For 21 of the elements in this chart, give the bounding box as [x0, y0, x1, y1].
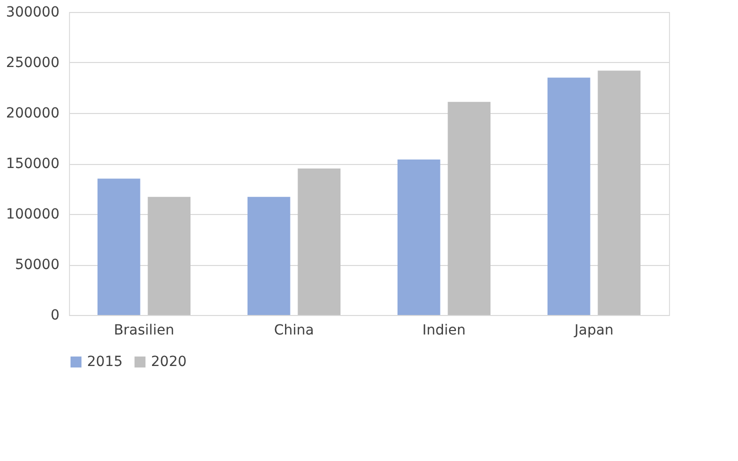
y-tick-label: 50000: [14, 257, 60, 273]
y-tick-label: 200000: [6, 106, 60, 122]
bar: [598, 70, 640, 315]
bar: [398, 159, 440, 315]
bar: [148, 196, 190, 315]
legend-label: 2015: [87, 354, 123, 370]
y-tick-label: 250000: [6, 55, 60, 71]
x-tick-label: Brasilien: [114, 322, 174, 338]
x-tick-label: Japan: [573, 322, 614, 338]
bar: [298, 168, 340, 315]
y-tick-label: 0: [50, 308, 60, 324]
bar: [98, 178, 140, 315]
bar: [448, 102, 490, 315]
y-tick-label: 300000: [6, 4, 60, 20]
x-tick-label: China: [274, 322, 314, 338]
bar: [248, 196, 290, 315]
legend-label: 2020: [151, 354, 187, 370]
bar: [548, 78, 590, 315]
y-tick-label: 150000: [6, 156, 60, 172]
x-tick-label: Indien: [422, 322, 466, 338]
y-tick-label: 100000: [6, 206, 60, 222]
